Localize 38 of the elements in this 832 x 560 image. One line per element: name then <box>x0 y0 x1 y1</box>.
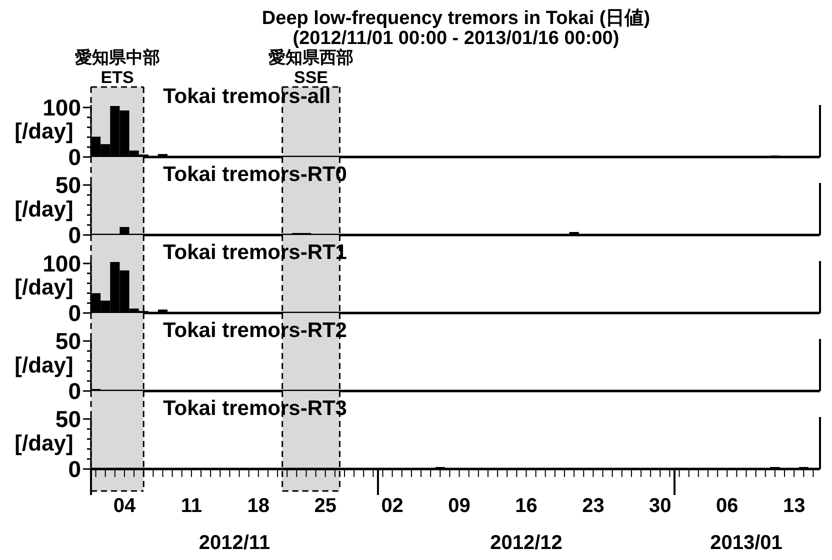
x-tick-label: 25 <box>314 495 336 517</box>
x-tick-label: 16 <box>515 495 538 517</box>
y-tick-label: 100 <box>42 250 81 276</box>
y-tick-label: 50 <box>55 172 81 198</box>
text: Tokai tremors-RT3 <box>163 397 347 420</box>
y-tick-label: 50 <box>55 406 81 432</box>
text: 2012/11 <box>198 532 270 554</box>
y-tick-label: 0 <box>68 300 81 326</box>
text: 2012/12 <box>490 532 562 554</box>
y-axis-title: [/day] <box>14 196 74 222</box>
x-tick-label: 02 <box>381 495 404 517</box>
y-axis-title: [/day] <box>14 352 74 378</box>
band-label: 愛知県西部 SSE <box>268 48 354 87</box>
x-tick-label: 13 <box>782 495 806 517</box>
y-tick-label: 50 <box>55 328 81 354</box>
legend-label: Tokai tremors-all <box>163 85 331 108</box>
x-tick-label: 04 <box>113 495 136 517</box>
band-label: 愛知県中部 ETS <box>74 48 160 87</box>
y-tick-label: 0 <box>68 222 81 248</box>
y-tick-label: 0 <box>68 378 81 404</box>
y-tick-label: 0 <box>68 144 81 170</box>
x-tick-label: 09 <box>448 495 470 517</box>
x-tick-label: 23 <box>582 495 604 517</box>
text: 2013/01 <box>710 532 782 554</box>
text: Tokai tremors-RT2 <box>163 319 347 342</box>
chart-subtitle: (2012/11/01 00:00 - 2013/01/16 00:00) <box>292 28 620 49</box>
series-label: Tokai tremors-RT1 <box>163 241 348 264</box>
y-axis-title: [/day] <box>14 274 74 300</box>
x-tick-label: 06 <box>716 495 738 517</box>
text: Tokai tremors-RT0 <box>163 163 347 186</box>
x-tick-label: 18 <box>247 495 270 517</box>
y-tick-label: 100 <box>42 94 81 120</box>
chart-title: Deep low-frequency tremors in Tokai (日値) <box>262 8 650 29</box>
x-tick-label: 11 <box>180 495 202 517</box>
x-tick-label: 30 <box>649 495 672 517</box>
y-axis-title: [/day] <box>14 118 74 144</box>
y-tick-label: 0 <box>68 456 81 482</box>
y-axis-title: [/day] <box>14 430 74 456</box>
